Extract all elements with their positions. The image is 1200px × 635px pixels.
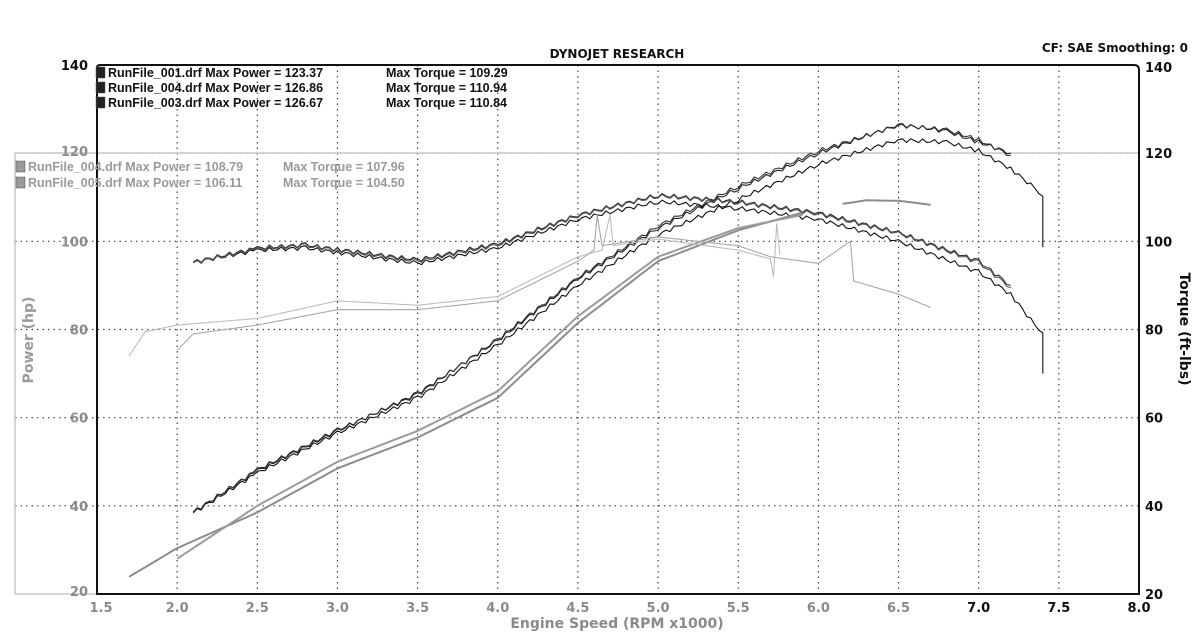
y-tick-label: 40 (70, 500, 88, 515)
y-tick-label: 100 (61, 235, 88, 250)
series-line-torque (192, 193, 1011, 289)
x-tick-label: 5.5 (727, 601, 750, 616)
x-tick-label: 2.0 (166, 601, 189, 616)
series-line-torque (128, 214, 781, 357)
y2-tick-label: 120 (1145, 147, 1172, 162)
chart-subtitle: CF: SAE Smoothing: 0 (1042, 41, 1188, 55)
y-axis-label: Power (hp) (21, 297, 37, 384)
series-line-power (176, 213, 803, 560)
x-tick-label: 4.0 (486, 601, 509, 616)
x-tick-label: 3.0 (326, 601, 349, 616)
legend-torque: Max Torque = 110.84 (386, 96, 507, 110)
y-tick-label: 20 (70, 585, 88, 600)
x-tick-label: 4.5 (566, 601, 589, 616)
ticks-group: 1.5 2.0 2.5 3.0 3.5 4.0 4.5 5.0 5.5 6.0 6.5 7.0 7.5 8… (61, 59, 1172, 616)
legend-swatch-icon (95, 81, 106, 94)
x-tick-label: 5.0 (647, 601, 670, 616)
legend-swatch-icon (15, 176, 26, 189)
y-tick-label: 140 (61, 59, 88, 74)
y2-tick-label: 60 (1145, 412, 1163, 427)
y-tick-label: 80 (70, 324, 88, 339)
y2-tick-label: 80 (1145, 324, 1163, 339)
legend-torque: Max Torque = 104.50 (283, 176, 405, 190)
series-line-power (128, 211, 803, 578)
plot-frame (96, 64, 1140, 595)
x-tick-label: 6.5 (887, 601, 910, 616)
x-tick-label: 8.0 (1127, 601, 1150, 616)
legend-torque: Max Torque = 109.29 (386, 66, 508, 80)
legend-entry: RunFile_005.drf Max Power = 106.11 (28, 176, 242, 190)
x-tick-label: 3.5 (406, 601, 429, 616)
series-group (128, 123, 1044, 578)
x-tick-label: 2.5 (246, 601, 269, 616)
y-tick-label: 60 (70, 412, 88, 427)
series-line-power (192, 123, 1011, 513)
series-line-torque (192, 199, 1044, 374)
y2-tick-label: 20 (1145, 588, 1163, 603)
legend-torque: Max Torque = 107.96 (283, 160, 405, 174)
series-line-torque (192, 192, 1011, 286)
y2-axis-label: Torque (ft-lbs) (1176, 272, 1192, 385)
x-axis-label: Engine Speed (RPM x1000) (510, 616, 723, 632)
chart-title: DYNOJET RESEARCH (550, 47, 685, 61)
legend: RunFile_001.drf Max Power = 123.37 Max To… (15, 66, 508, 190)
y2-tick-label: 40 (1145, 500, 1163, 515)
y-tick-label: 120 (61, 145, 88, 160)
legend-entry: RunFile_004.drf Max Power = 108.79 (28, 160, 243, 174)
x-tick-label: 1.5 (89, 601, 112, 616)
series-line-power (192, 138, 1044, 514)
gray-overlay-frame (14, 152, 1140, 595)
x-tick-label: 7.0 (967, 601, 990, 616)
y2-tick-label: 140 (1145, 61, 1172, 76)
legend-swatch-icon (95, 66, 106, 79)
legend-entry: RunFile_003.drf Max Power = 126.67 (108, 96, 323, 110)
legend-torque: Max Torque = 110.94 (386, 81, 507, 95)
x-tick-label: 6.0 (807, 601, 830, 616)
legend-swatch-icon (15, 160, 26, 173)
legend-entry: RunFile_001.drf Max Power = 123.37 (108, 66, 323, 80)
series-line-power (842, 199, 931, 206)
x-tick-label: 7.5 (1047, 601, 1070, 616)
series-line-torque (176, 214, 931, 351)
grid (15, 65, 1139, 594)
y2-tick-label: 100 (1145, 235, 1172, 250)
legend-swatch-icon (95, 96, 106, 109)
legend-entry: RunFile_004.drf Max Power = 126.86 (108, 81, 323, 95)
